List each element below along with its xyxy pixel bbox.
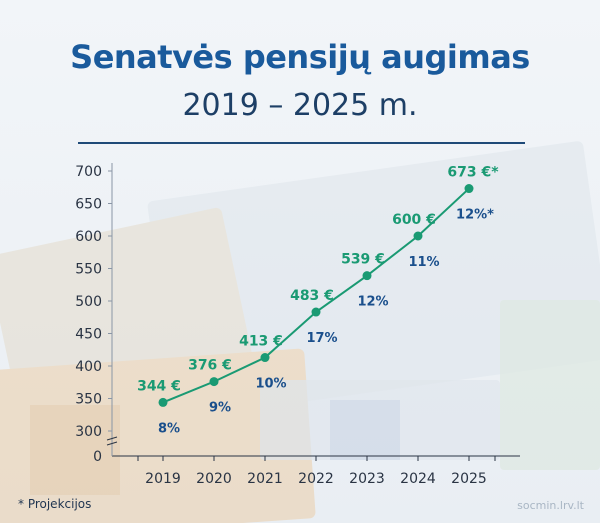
data-points (158, 184, 474, 407)
growth-label-2023: 12% (357, 295, 388, 310)
y-tick-label: 500 (75, 294, 102, 310)
axes (106, 163, 520, 461)
y-tick-label: 300 (75, 424, 102, 440)
chart-title: Senatvės pensijų augimas (70, 38, 530, 76)
value-label-2020: 376 € (188, 358, 232, 374)
data-point-2022 (311, 307, 321, 317)
data-point-2021 (260, 353, 270, 363)
value-label-2022: 483 € (290, 288, 334, 304)
y-tick-label: 700 (75, 164, 102, 180)
growth-label-2022: 17% (306, 331, 337, 346)
y-tick-label: 400 (75, 359, 102, 375)
value-label-2019: 344 € (137, 378, 181, 394)
value-label-2024: 600 € (392, 212, 436, 228)
growth-labels: 8% 9% 10% 17% 12% 11% 12%* (158, 208, 494, 437)
growth-label-2021: 10% (255, 377, 286, 392)
value-label-2025: 673 €* (447, 165, 499, 181)
source-credit: socmin.lrv.lt (517, 499, 584, 512)
y-tick-label: 650 (75, 197, 102, 213)
growth-label-2019: 8% (158, 421, 180, 436)
y-tick-label: 550 (75, 262, 102, 278)
x-tick-label: 2025 (451, 471, 487, 487)
y-tick-label: 600 (75, 229, 102, 245)
title-divider (78, 142, 525, 144)
value-label-2021: 413 € (239, 334, 283, 350)
x-tick-label: 2021 (247, 471, 283, 487)
y-tick-label: 350 (75, 392, 102, 408)
data-point-2019 (158, 397, 168, 407)
x-tick-label: 2020 (196, 471, 232, 487)
y-tick-label: 0 (93, 449, 102, 465)
growth-label-2025: 12%* (456, 208, 494, 223)
x-tick-label: 2023 (349, 471, 385, 487)
data-point-2024 (413, 231, 423, 241)
value-label-2023: 539 € (341, 252, 385, 268)
y-tick-label: 450 (75, 327, 102, 343)
x-tick-labels: 2019 2020 2021 2022 2023 2024 2025 (145, 471, 487, 487)
y-tick-labels: 0 300 350 400 450 500 550 600 650 700 (75, 164, 102, 465)
data-point-2025 (464, 184, 474, 194)
growth-label-2020: 9% (209, 401, 231, 416)
data-point-2020 (209, 377, 219, 387)
footnote: * Projekcijos (18, 497, 92, 511)
x-tick-label: 2019 (145, 471, 181, 487)
x-tick-label: 2024 (400, 471, 436, 487)
data-point-2023 (362, 271, 372, 281)
growth-label-2024: 11% (408, 255, 439, 270)
x-tick-label: 2022 (298, 471, 334, 487)
value-labels: 344 € 376 € 413 € 483 € 539 € 600 € 673 €* (137, 165, 499, 395)
axis-break-icon (106, 436, 118, 446)
chart-subtitle: 2019 – 2025 m. (182, 88, 418, 123)
